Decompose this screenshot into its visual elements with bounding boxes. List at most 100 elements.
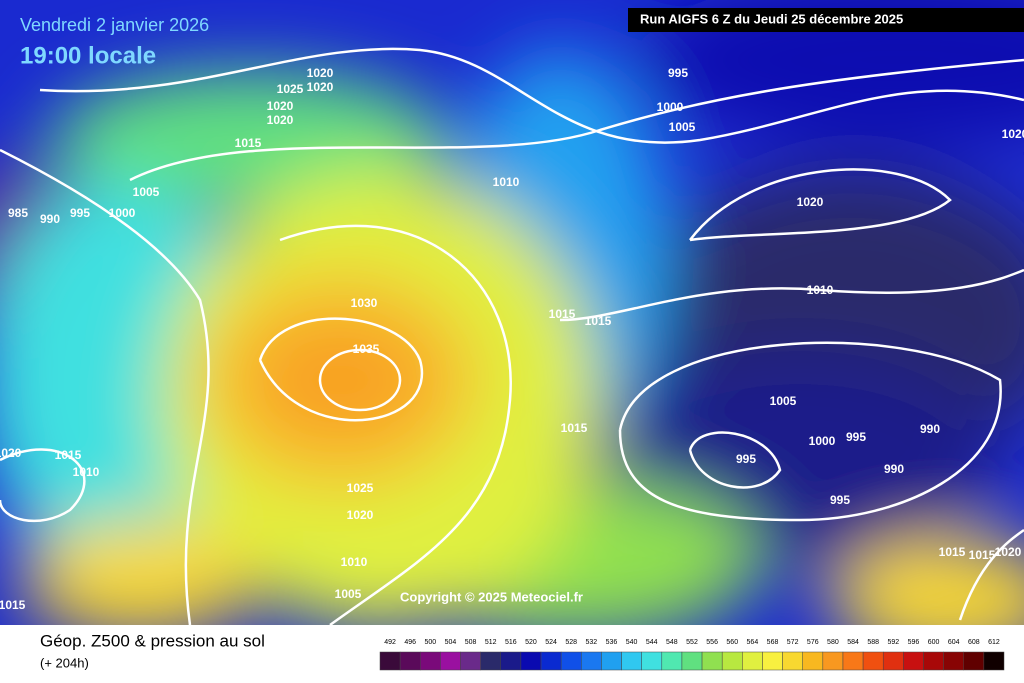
scale-tick-label: 584 xyxy=(847,639,859,646)
scale-swatch xyxy=(903,651,924,671)
isobar-label: 1015 xyxy=(561,421,588,435)
isobar-label: 995 xyxy=(846,430,866,444)
scale-swatch xyxy=(983,651,1005,671)
scale-tick-label: 512 xyxy=(485,639,497,646)
scale-tick-label: 556 xyxy=(706,639,718,646)
isobar-label: 1020 xyxy=(1002,127,1024,141)
isobar-label: 1020 xyxy=(995,545,1022,559)
scale-swatch xyxy=(661,651,683,671)
scale-swatch xyxy=(480,651,502,671)
isobar-label: 1015 xyxy=(55,448,82,462)
scale-tick-label: 564 xyxy=(747,639,759,646)
scale-tick-label: 604 xyxy=(948,639,960,646)
isobar-label: 990 xyxy=(920,422,940,436)
scale-swatch xyxy=(621,651,642,671)
scale-swatch xyxy=(882,651,904,671)
isobar-label: 1015 xyxy=(969,548,996,562)
scale-swatch xyxy=(379,651,401,671)
isobar-label: 1020 xyxy=(0,446,22,460)
isobar-label: 985 xyxy=(8,206,28,220)
forecast-date: Vendredi 2 janvier 2026 xyxy=(20,15,209,35)
copyright: Copyright © 2025 Meteociel.fr xyxy=(400,589,583,604)
isobar-label: 1005 xyxy=(133,185,160,199)
scale-swatch xyxy=(399,651,421,671)
isobar-label: 1010 xyxy=(341,555,368,569)
scale-tick-label: 588 xyxy=(867,639,879,646)
scale-swatch xyxy=(500,651,522,671)
isobar-label: 995 xyxy=(668,66,688,80)
scale-swatch xyxy=(842,651,864,671)
scale-swatch xyxy=(601,651,622,671)
isobar-label: 1015 xyxy=(585,314,612,328)
scale-tick-label: 540 xyxy=(626,639,638,646)
isobar-label: 1020 xyxy=(797,195,824,209)
scale-swatch xyxy=(721,651,743,671)
scale-tick-label: 568 xyxy=(767,639,779,646)
isobar-label: 1010 xyxy=(493,175,520,189)
scale-tick-label: 580 xyxy=(827,639,839,646)
scale-tick-label: 560 xyxy=(726,639,738,646)
scale-tick-label: 520 xyxy=(525,639,537,646)
scale-tick-label: 596 xyxy=(908,639,920,646)
scale-tick-label: 500 xyxy=(424,639,436,646)
isobar-label: 1020 xyxy=(267,113,294,127)
scale-tick-label: 532 xyxy=(586,639,598,646)
scale-swatch xyxy=(963,651,985,671)
isobar-label: 1000 xyxy=(657,100,684,114)
scale-tick-label: 524 xyxy=(545,639,557,646)
scale-swatch xyxy=(520,651,542,671)
legend-lead: (+ 204h) xyxy=(40,655,89,670)
legend-title: Géop. Z500 & pression au sol xyxy=(40,631,265,650)
isobar-label: 1025 xyxy=(277,82,304,96)
isobar-label: 990 xyxy=(884,462,904,476)
scale-swatch xyxy=(440,651,461,671)
isobar-label: 995 xyxy=(736,452,756,466)
isobar-label: 1030 xyxy=(351,296,378,310)
scale-swatch xyxy=(681,651,703,671)
isobar-label: 1000 xyxy=(809,434,836,448)
scale-swatch xyxy=(460,651,481,671)
scale-tick-label: 516 xyxy=(505,639,517,646)
scale-tick-label: 508 xyxy=(465,639,477,646)
scale-tick-label: 552 xyxy=(686,639,698,646)
scale-tick-label: 548 xyxy=(666,639,678,646)
scale-swatch xyxy=(822,651,844,671)
isobar-label: 1020 xyxy=(307,66,334,80)
scale-swatch xyxy=(862,651,884,671)
isobar-label: 995 xyxy=(830,493,850,507)
map: Run AIGFS 6 Z du Jeudi 25 décembre 2025 … xyxy=(0,0,1024,625)
scale-tick-label: 528 xyxy=(565,639,577,646)
scale-tick-label: 592 xyxy=(887,639,899,646)
scale-swatch xyxy=(802,651,824,671)
scale-swatch xyxy=(943,651,964,671)
isobar-label: 1000 xyxy=(109,206,136,220)
isobar-label: 1015 xyxy=(235,136,262,150)
isobar-label: 1035 xyxy=(353,342,380,356)
scale-tick-label: 492 xyxy=(384,639,396,646)
isobar-label: 1025 xyxy=(347,481,374,495)
scale-tick-label: 544 xyxy=(646,639,658,646)
scale-tick-label: 572 xyxy=(787,639,799,646)
scale-swatch xyxy=(782,651,803,671)
scale-swatch xyxy=(420,651,441,671)
scale-tick-label: 504 xyxy=(445,639,457,646)
run-info: Run AIGFS 6 Z du Jeudi 25 décembre 2025 xyxy=(640,11,903,26)
scale-tick-label: 612 xyxy=(988,639,1000,646)
scale-swatch xyxy=(540,651,562,671)
scale-swatch xyxy=(762,651,783,671)
isobar-label: 1005 xyxy=(669,120,696,134)
scale-swatch xyxy=(641,651,663,671)
isobar-label: 1015 xyxy=(549,307,576,321)
isobar-label: 1005 xyxy=(770,394,797,408)
isobar-label: 1015 xyxy=(939,545,966,559)
isobar-label: 1015 xyxy=(0,598,26,612)
isobar-label: 1010 xyxy=(73,465,100,479)
isobar-label: 995 xyxy=(70,206,90,220)
isobar-label: 1010 xyxy=(807,283,834,297)
scale-tick-label: 576 xyxy=(807,639,819,646)
scale-tick-label: 536 xyxy=(606,639,618,646)
scale-tick-label: 608 xyxy=(968,639,980,646)
